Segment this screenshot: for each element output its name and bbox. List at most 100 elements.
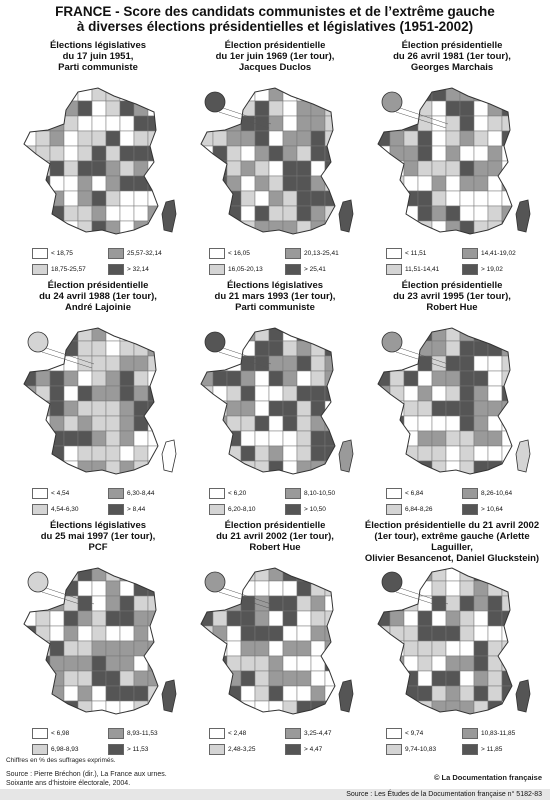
department-region	[389, 370, 405, 387]
department-region	[254, 445, 270, 462]
department-region	[24, 355, 37, 372]
department-region	[268, 145, 284, 162]
department-region	[310, 220, 326, 234]
map-panel: Élection présidentielle du 23 avril 1995 …	[364, 280, 540, 520]
department-region	[91, 655, 107, 672]
department-region	[417, 355, 433, 372]
department-region	[240, 415, 256, 432]
department-region	[473, 580, 489, 597]
legend-label: < 6,84	[405, 489, 424, 497]
department-region	[445, 640, 461, 657]
france-outline	[23, 87, 159, 235]
map-title: Élection présidentielle du 23 avril 1995 …	[364, 280, 540, 313]
legend-label: > 11,85	[481, 745, 503, 753]
department-region	[133, 430, 149, 447]
map-title-line: Georges Marchais	[410, 62, 494, 73]
legend-item: 8,10-10,50	[285, 486, 357, 500]
department-region	[119, 400, 135, 417]
department-region	[24, 415, 37, 432]
department-region	[49, 568, 65, 582]
department-region	[147, 640, 158, 657]
department-region	[501, 640, 512, 657]
map-title-line: du 23 avril 1995 (1er tour),	[393, 291, 511, 302]
map-title-line: Parti communiste	[235, 302, 315, 313]
legend-swatch	[462, 247, 478, 259]
department-region	[77, 160, 93, 177]
legend-label: 16,05-20,13	[228, 265, 263, 273]
department-region	[77, 640, 93, 657]
department-region	[35, 610, 51, 627]
department-region	[133, 385, 149, 402]
department-region	[459, 430, 475, 447]
department-region	[282, 400, 298, 417]
legend-label: 14,41-19,02	[481, 249, 516, 257]
department-region	[77, 700, 93, 714]
legend-label: 6,30-8,44	[127, 489, 155, 497]
department-region	[201, 175, 214, 192]
department-region	[133, 460, 149, 474]
department-region	[105, 580, 121, 597]
department-region	[417, 415, 433, 432]
department-region	[417, 88, 433, 102]
department-region	[473, 700, 489, 714]
legend-swatch	[209, 503, 225, 515]
department-region	[310, 355, 326, 372]
department-region	[473, 220, 489, 234]
department-region	[147, 460, 158, 474]
legend-label: < 2,48	[228, 729, 247, 737]
paris-inset-leader-lines	[218, 347, 272, 369]
department-region	[417, 115, 433, 132]
department-region	[268, 595, 284, 612]
department-region	[240, 610, 256, 627]
department-region	[226, 160, 242, 177]
department-region	[459, 625, 475, 642]
department-region	[147, 568, 158, 582]
department-region	[226, 145, 242, 162]
department-region	[226, 610, 242, 627]
department-region	[201, 700, 214, 714]
department-region	[226, 430, 242, 447]
department-region	[133, 145, 149, 162]
bottom-source-bar: Source : Les Études de la Documentation …	[0, 789, 550, 800]
department-region	[240, 175, 256, 192]
department-region	[133, 88, 149, 102]
legend-item: 8,93-11,53	[108, 726, 180, 740]
map-panel: Élection présidentielle du 21 avril 2002 …	[187, 520, 363, 760]
department-region	[431, 145, 447, 162]
legend-label: < 18,75	[51, 249, 73, 257]
department-region	[147, 175, 158, 192]
department-region	[212, 205, 228, 222]
department-region	[49, 160, 65, 177]
legend-swatch	[386, 247, 402, 259]
department-region	[201, 640, 214, 657]
department-region	[403, 385, 419, 402]
legend-label: > 10,64	[481, 505, 503, 513]
department-region	[201, 445, 214, 462]
department-region	[49, 610, 65, 627]
department-region	[389, 355, 405, 372]
legend-label: 2,48-3,25	[228, 745, 256, 753]
department-region	[459, 355, 475, 372]
department-region	[501, 580, 512, 597]
corsica-region	[161, 679, 177, 713]
department-region	[445, 415, 461, 432]
department-region	[77, 190, 93, 207]
corsica-region	[515, 199, 531, 233]
department-region	[417, 160, 433, 177]
legend-label: 11,51-14,41	[405, 265, 440, 273]
paris-inset	[381, 331, 403, 353]
paris-inset	[27, 331, 49, 353]
department-region	[63, 205, 79, 222]
department-region	[240, 640, 256, 657]
department-region	[501, 220, 512, 234]
legend-swatch	[285, 487, 301, 499]
department-region	[501, 415, 512, 432]
department-region	[35, 190, 51, 207]
paris-inset	[204, 331, 226, 353]
legend-item: 6,30-8,44	[108, 486, 180, 500]
legend-swatch	[462, 727, 478, 739]
map-title-line: Élections législatives	[49, 40, 147, 51]
legend-item: 16,05-20,13	[209, 262, 281, 276]
department-region	[431, 220, 447, 234]
department-region	[119, 625, 135, 642]
